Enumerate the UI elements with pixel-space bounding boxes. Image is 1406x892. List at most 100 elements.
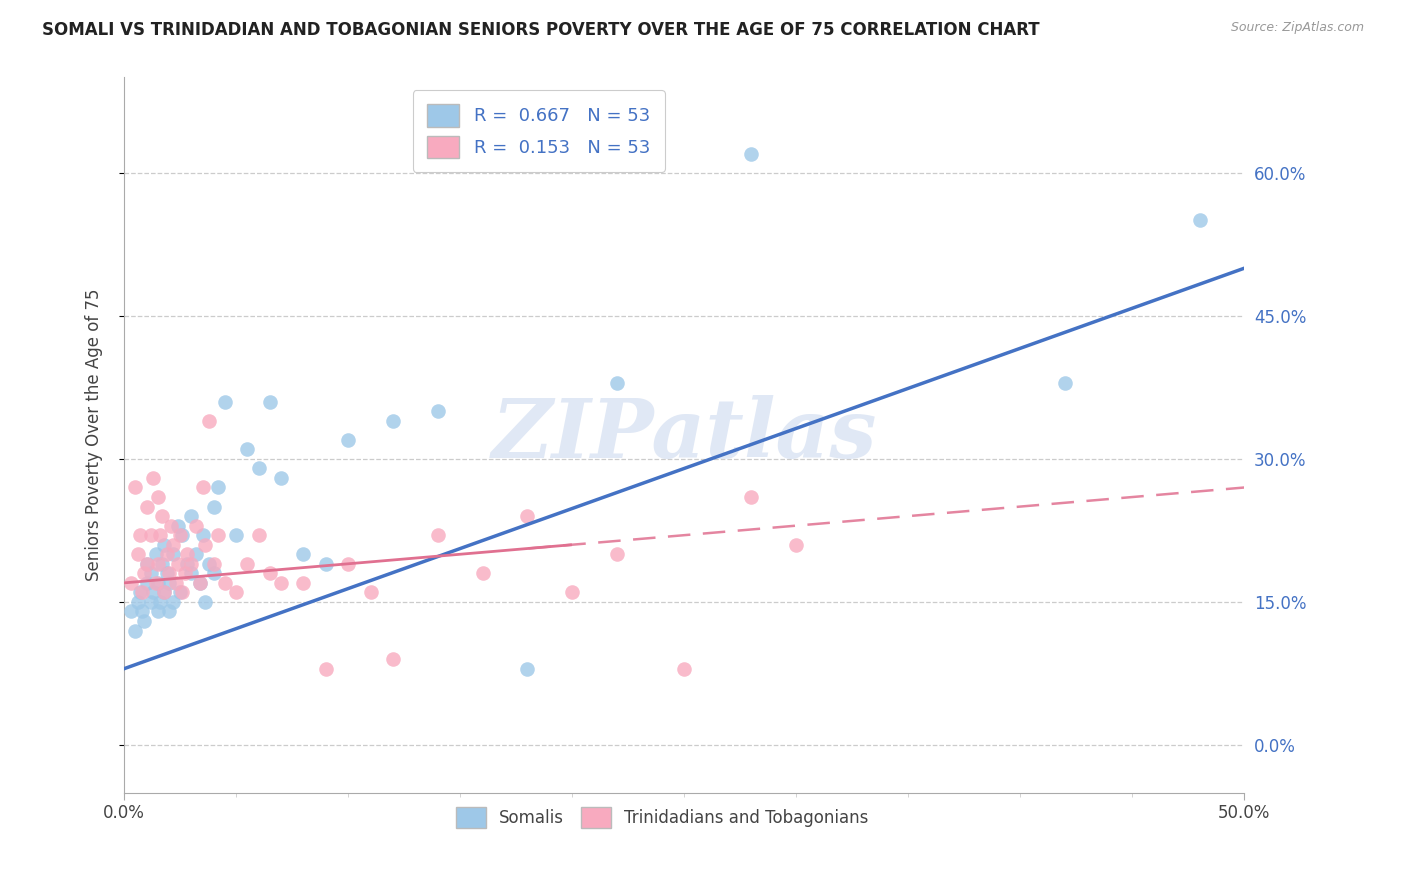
Point (236, 442, 259, 457)
Point (194, 595, 217, 609)
Point (198, 557, 221, 571)
Point (202, 566, 225, 581)
Point (785, 538, 807, 552)
Point (292, 547, 315, 561)
Point (165, 575, 187, 590)
Point (150, 557, 173, 571)
Point (157, 605, 180, 619)
Point (134, 614, 156, 628)
Point (259, 566, 281, 581)
Point (156, 547, 179, 561)
Point (134, 566, 156, 581)
Point (120, 605, 142, 619)
Point (172, 585, 194, 599)
Point (225, 528, 247, 542)
Point (740, 146, 762, 161)
Point (188, 575, 211, 590)
Legend: Somalis, Trinidadians and Tobagonians: Somalis, Trinidadians and Tobagonians (449, 801, 875, 834)
Point (167, 518, 190, 533)
Point (135, 557, 157, 571)
Point (740, 490, 762, 504)
Point (315, 662, 337, 676)
Point (184, 547, 207, 561)
Point (315, 557, 337, 571)
Point (180, 566, 202, 581)
Point (153, 538, 176, 552)
Point (176, 557, 198, 571)
Point (131, 585, 153, 599)
Point (146, 575, 169, 590)
Point (153, 585, 176, 599)
Point (180, 557, 202, 571)
Point (606, 376, 628, 390)
Point (198, 414, 221, 428)
Point (471, 566, 494, 581)
Point (1054, 376, 1077, 390)
Point (156, 566, 179, 581)
Point (162, 547, 184, 561)
Point (606, 547, 628, 561)
Point (135, 500, 157, 514)
Point (139, 595, 162, 609)
Y-axis label: Seniors Poverty Over the Age of 75: Seniors Poverty Over the Age of 75 (86, 289, 103, 582)
Point (150, 509, 173, 524)
Point (146, 605, 169, 619)
Point (191, 481, 214, 495)
Point (162, 538, 184, 552)
Point (214, 394, 236, 409)
Point (127, 595, 149, 609)
Text: SOMALI VS TRINIDADIAN AND TOBAGONIAN SENIORS POVERTY OVER THE AGE OF 75 CORRELAT: SOMALI VS TRINIDADIAN AND TOBAGONIAN SEN… (42, 21, 1040, 38)
Point (516, 509, 538, 524)
Point (270, 471, 292, 485)
Point (259, 394, 281, 409)
Point (207, 528, 229, 542)
Point (202, 557, 225, 571)
Point (337, 433, 360, 447)
Point (131, 605, 153, 619)
Point (194, 538, 217, 552)
Point (516, 662, 538, 676)
Point (1188, 213, 1211, 227)
Point (188, 575, 211, 590)
Point (360, 585, 382, 599)
Point (184, 518, 207, 533)
Point (153, 585, 176, 599)
Point (191, 528, 214, 542)
Point (337, 557, 360, 571)
Text: Source: ZipAtlas.com: Source: ZipAtlas.com (1230, 21, 1364, 34)
Point (236, 557, 259, 571)
Point (426, 404, 449, 418)
Point (157, 566, 180, 581)
Text: ZIPatlas: ZIPatlas (492, 395, 877, 475)
Point (292, 575, 315, 590)
Point (135, 575, 157, 590)
Point (173, 566, 195, 581)
Point (139, 528, 162, 542)
Point (270, 575, 292, 590)
Point (225, 585, 247, 599)
Point (146, 557, 169, 571)
Point (127, 547, 149, 561)
Point (247, 528, 270, 542)
Point (128, 528, 150, 542)
Point (561, 585, 583, 599)
Point (149, 595, 172, 609)
Point (169, 528, 191, 542)
Point (169, 585, 191, 599)
Point (149, 528, 172, 542)
Point (162, 595, 184, 609)
Point (167, 557, 190, 571)
Point (160, 518, 183, 533)
Point (207, 481, 229, 495)
Point (426, 528, 449, 542)
Point (382, 414, 405, 428)
Point (145, 575, 167, 590)
Point (382, 652, 405, 666)
Point (139, 566, 162, 581)
Point (180, 509, 202, 524)
Point (172, 528, 194, 542)
Point (247, 461, 270, 475)
Point (202, 500, 225, 514)
Point (146, 490, 169, 504)
Point (176, 547, 198, 561)
